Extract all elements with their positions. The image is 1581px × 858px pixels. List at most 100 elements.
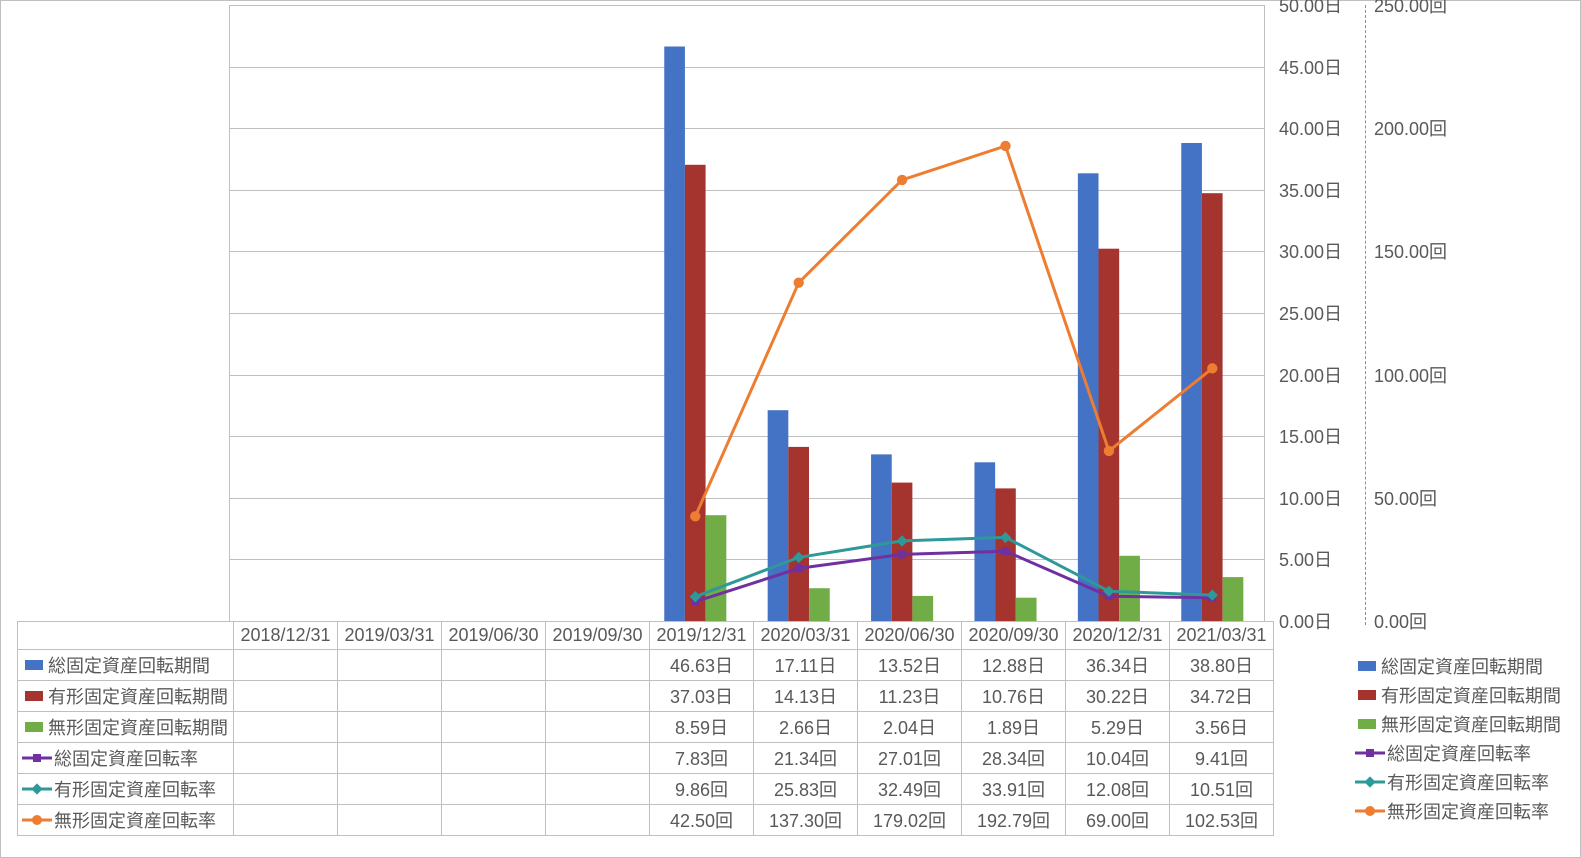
y-tick-primary: 50.00日 [1279, 0, 1342, 18]
data-cell [442, 805, 546, 836]
y-tick-primary: 0.00日 [1279, 608, 1332, 634]
bar [1223, 577, 1244, 621]
data-cell [338, 805, 442, 836]
line-marker [1104, 446, 1114, 456]
y-tick-secondary: 100.00回 [1374, 362, 1447, 388]
line-marker [690, 511, 700, 521]
bar [706, 515, 727, 621]
bar [1119, 556, 1140, 621]
bar [871, 454, 892, 621]
series-label-cell: 有形固定資産回転率 [18, 774, 234, 805]
data-cell: 69.00回 [1066, 805, 1170, 836]
data-cell [338, 712, 442, 743]
data-cell [442, 712, 546, 743]
series-label-cell: 無形固定資産回転期間 [18, 712, 234, 743]
combo-chart: 0.00日5.00日10.00日15.00日20.00日25.00日30.00日… [17, 5, 1565, 853]
y-tick-primary: 40.00日 [1279, 115, 1342, 141]
legend-item: 総固定資産回転率 [1355, 738, 1565, 767]
bar [1016, 598, 1037, 621]
plot-area [229, 5, 1265, 621]
data-cell [546, 774, 650, 805]
data-cell: 14.13日 [754, 681, 858, 712]
category-header: 2020/12/31 [1066, 622, 1170, 650]
line-marker [795, 564, 803, 572]
table-row: 有形固定資産回転期間37.03日14.13日11.23日10.76日30.22日… [18, 681, 1274, 712]
data-cell [546, 681, 650, 712]
data-cell: 30.22日 [1066, 681, 1170, 712]
data-cell [338, 650, 442, 681]
data-cell [234, 681, 338, 712]
y-tick-secondary: 200.00回 [1374, 115, 1447, 141]
y-tick-primary: 5.00日 [1279, 546, 1332, 572]
data-cell: 32.49回 [858, 774, 962, 805]
data-cell: 10.51回 [1170, 774, 1274, 805]
bar [685, 165, 706, 621]
data-cell [234, 650, 338, 681]
series-label-cell: 総固定資産回転率 [18, 743, 234, 774]
y-tick-primary: 25.00日 [1279, 300, 1342, 326]
data-cell [234, 712, 338, 743]
data-cell: 12.88日 [962, 650, 1066, 681]
legend-item: 無形固定資産回転期間 [1355, 709, 1565, 738]
data-cell [234, 774, 338, 805]
data-cell [338, 681, 442, 712]
legend-item: 無形固定資産回転率 [1355, 796, 1565, 825]
data-cell [546, 743, 650, 774]
data-cell [234, 743, 338, 774]
data-cell: 28.34回 [962, 743, 1066, 774]
data-cell [442, 743, 546, 774]
y-tick-secondary: 250.00回 [1374, 0, 1447, 18]
data-cell: 9.41回 [1170, 743, 1274, 774]
category-header: 2020/03/31 [754, 622, 858, 650]
table-header-row: 2018/12/312019/03/312019/06/302019/09/30… [18, 622, 1274, 650]
data-cell: 13.52日 [858, 650, 962, 681]
bar [912, 596, 933, 621]
chart-data-table: 2018/12/312019/03/312019/06/302019/09/30… [17, 621, 1274, 836]
category-header: 2019/09/30 [546, 622, 650, 650]
data-cell: 192.79回 [962, 805, 1066, 836]
category-header: 2019/03/31 [338, 622, 442, 650]
bar [768, 410, 789, 621]
y-tick-primary: 35.00日 [1279, 177, 1342, 203]
data-cell: 10.04回 [1066, 743, 1170, 774]
data-cell: 17.11日 [754, 650, 858, 681]
data-cell: 21.34回 [754, 743, 858, 774]
data-cell: 42.50回 [650, 805, 754, 836]
data-cell: 102.53回 [1170, 805, 1274, 836]
data-cell: 7.83回 [650, 743, 754, 774]
data-cell [442, 681, 546, 712]
legend-item: 有形固定資産回転率 [1355, 767, 1565, 796]
line-marker [1002, 547, 1010, 555]
bar [1099, 249, 1120, 621]
series-label-cell: 総固定資産回転期間 [18, 650, 234, 681]
table-row: 無形固定資産回転率42.50回137.30回179.02回192.79回69.0… [18, 805, 1274, 836]
data-cell: 5.29日 [1066, 712, 1170, 743]
legend: 総固定資産回転期間有形固定資産回転期間無形固定資産回転期間総固定資産回転率有形固… [1355, 651, 1565, 825]
bar [809, 588, 830, 621]
legend-item: 総固定資産回転期間 [1355, 651, 1565, 680]
y-tick-primary: 10.00日 [1279, 485, 1342, 511]
bar [1181, 143, 1202, 621]
y-axis-primary: 0.00日5.00日10.00日15.00日20.00日25.00日30.00日… [1275, 5, 1365, 625]
line-marker [1207, 363, 1217, 373]
data-cell: 2.66日 [754, 712, 858, 743]
data-cell: 27.01回 [858, 743, 962, 774]
chart-canvas [230, 5, 1264, 621]
data-cell: 12.08回 [1066, 774, 1170, 805]
category-header: 2018/12/31 [234, 622, 338, 650]
data-cell: 2.04日 [858, 712, 962, 743]
data-cell: 34.72日 [1170, 681, 1274, 712]
line-marker [898, 550, 906, 558]
bar [788, 447, 809, 621]
y-tick-primary: 20.00日 [1279, 362, 1342, 388]
category-header: 2020/06/30 [858, 622, 962, 650]
line-marker [794, 277, 804, 287]
table-row: 無形固定資産回転期間8.59日2.66日2.04日1.89日5.29日3.56日 [18, 712, 1274, 743]
series-label-cell: 有形固定資産回転期間 [18, 681, 234, 712]
data-cell: 3.56日 [1170, 712, 1274, 743]
bar [1078, 173, 1099, 621]
table-row: 有形固定資産回転率9.86回25.83回32.49回33.91回12.08回10… [18, 774, 1274, 805]
line-marker [1000, 141, 1010, 151]
data-cell: 1.89日 [962, 712, 1066, 743]
category-header: 2021/03/31 [1170, 622, 1274, 650]
